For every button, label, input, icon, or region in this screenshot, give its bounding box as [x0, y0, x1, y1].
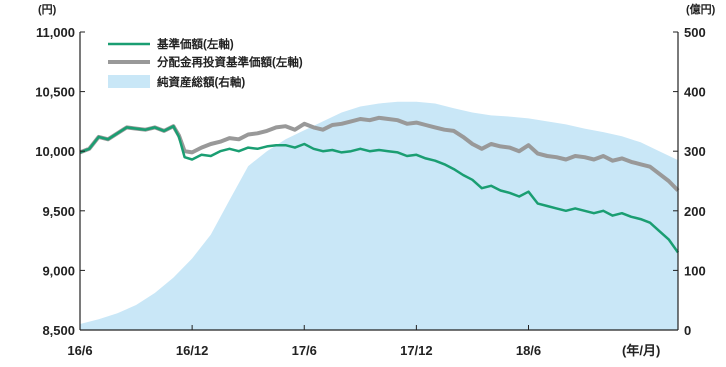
legend-label-nav: 基準価額(左軸): [156, 37, 234, 51]
legend-swatch-net-assets: [108, 75, 150, 88]
axes-layer: [79, 31, 679, 331]
x-tick-label: 16/6: [67, 343, 92, 358]
legend: 基準価額(左軸) 分配金再投資基準価額(左軸) 純資産総額(右軸): [108, 37, 303, 89]
series-line-nav: [79, 124, 680, 254]
left-tick-label: 9,500: [42, 204, 75, 219]
left-axis-unit: (円): [38, 3, 57, 16]
right-tick-label: 300: [684, 144, 706, 159]
area-layer: [80, 101, 678, 330]
x-tick-label: 17/6: [292, 343, 317, 358]
x-tick-label: 18/6: [516, 343, 541, 358]
x-tick-label: 16/12: [176, 343, 209, 358]
left-tick-label: 8,500: [42, 323, 75, 338]
right-tick-label: 100: [684, 263, 706, 278]
right-tick-label: 200: [684, 204, 706, 219]
legend-label-net-assets: 純資産総額(右軸): [157, 75, 245, 89]
left-tick-label: 9,000: [42, 263, 75, 278]
x-tick-label: 17/12: [400, 343, 433, 358]
labels-layer: 8,500 9,000 9,500 10,000 10,500 11,000 0 100 200…: [35, 25, 705, 358]
right-tick-label: 500: [684, 25, 706, 40]
right-tick-label: 0: [684, 323, 691, 338]
series-area-net-assets: [80, 101, 678, 330]
left-tick-label: 10,500: [35, 85, 75, 100]
right-tick-label: 400: [684, 85, 706, 100]
right-axis-unit: (億円): [686, 2, 716, 16]
left-tick-label: 10,000: [35, 144, 75, 159]
legend-label-reinvested: 分配金再投資基準価額(左軸): [157, 55, 303, 69]
left-tick-label: 11,000: [36, 25, 75, 40]
lines-layer: [79, 115, 680, 254]
x-axis-unit: (年/月): [622, 343, 660, 358]
